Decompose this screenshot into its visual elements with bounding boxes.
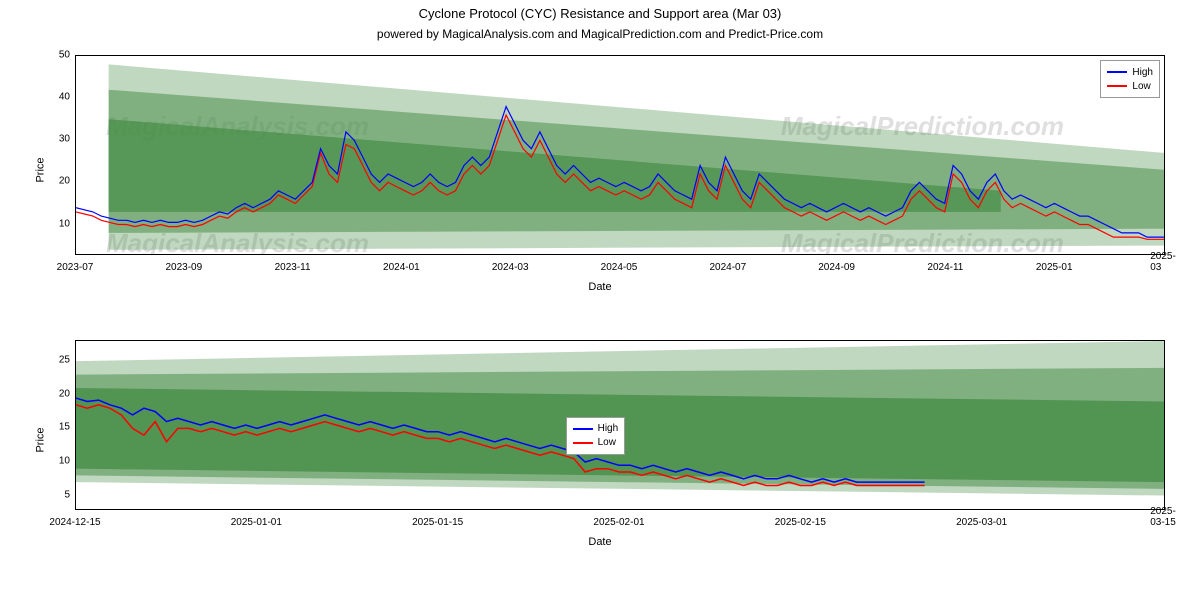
- xtick-label: 2025-02-15: [775, 517, 826, 528]
- legend-label-low: Low: [1132, 81, 1150, 92]
- ytick-label: 25: [50, 355, 70, 366]
- plot-area-top: MagicalAnalysis.com MagicalPrediction.co…: [75, 55, 1165, 255]
- xtick-label: 2024-07: [709, 262, 746, 273]
- chart-svg-top: [76, 56, 1164, 254]
- xtick-label: 2024-11: [927, 262, 963, 273]
- ylabel-top: Price: [35, 157, 47, 182]
- ytick-label: 5: [50, 489, 70, 500]
- xlabel-bottom: Date: [588, 536, 611, 548]
- xtick-label: 2024-03: [492, 262, 529, 273]
- legend-top: High Low: [1100, 60, 1160, 98]
- legend-row-high: High: [1107, 65, 1153, 79]
- ytick-label: 10: [50, 218, 70, 229]
- ytick-label: 10: [50, 455, 70, 466]
- ytick-label: 15: [50, 422, 70, 433]
- legend-row-low: Low: [1107, 79, 1153, 93]
- chart-bottom: Price Date High Low 5 10 15 20 25 2024-12-15 2…: [20, 330, 1180, 550]
- legend-label-low: Low: [598, 437, 616, 448]
- ytick-label: 30: [50, 134, 70, 145]
- subtitle: powered by MagicalAnalysis.com and Magic…: [0, 21, 1200, 45]
- xtick-label: 2025-01-01: [231, 517, 282, 528]
- xtick-label: 2025-01: [1036, 262, 1073, 273]
- legend-line-high: [573, 428, 593, 430]
- legend-line-low: [573, 442, 593, 444]
- xtick-label: 2025-02-01: [593, 517, 644, 528]
- ytick-label: 20: [50, 176, 70, 187]
- xlabel-top: Date: [588, 281, 611, 293]
- legend-bottom: High Low: [566, 417, 626, 455]
- xtick-label: 2023-07: [57, 262, 94, 273]
- xtick-label: 2025-01-15: [412, 517, 463, 528]
- ytick-label: 20: [50, 388, 70, 399]
- chart-container: Cyclone Protocol (CYC) Resistance and Su…: [0, 0, 1200, 600]
- xtick-label: 2025-03: [1150, 251, 1176, 273]
- main-title: Cyclone Protocol (CYC) Resistance and Su…: [0, 0, 1200, 21]
- chart-top: Price Date MagicalAnalysis.com MagicalPr…: [20, 45, 1180, 295]
- legend-line-low: [1107, 85, 1127, 87]
- xtick-label: 2025-03-15: [1150, 506, 1176, 528]
- legend-line-high: [1107, 71, 1127, 73]
- xtick-label: 2024-09: [818, 262, 855, 273]
- xtick-label: 2024-01: [383, 262, 420, 273]
- legend-row-high: High: [573, 422, 619, 436]
- xtick-label: 2023-11: [275, 262, 311, 273]
- plot-area-bottom: High Low: [75, 340, 1165, 510]
- xtick-label: 2024-05: [601, 262, 638, 273]
- ylabel-bottom: Price: [35, 427, 47, 452]
- xtick-label: 2025-03-01: [956, 517, 1007, 528]
- xtick-label: 2024-12-15: [49, 517, 100, 528]
- legend-label-high: High: [1132, 67, 1153, 78]
- ytick-label: 40: [50, 92, 70, 103]
- legend-row-low: Low: [573, 436, 619, 450]
- xtick-label: 2023-09: [165, 262, 202, 273]
- ytick-label: 50: [50, 50, 70, 61]
- legend-label-high: High: [598, 423, 619, 434]
